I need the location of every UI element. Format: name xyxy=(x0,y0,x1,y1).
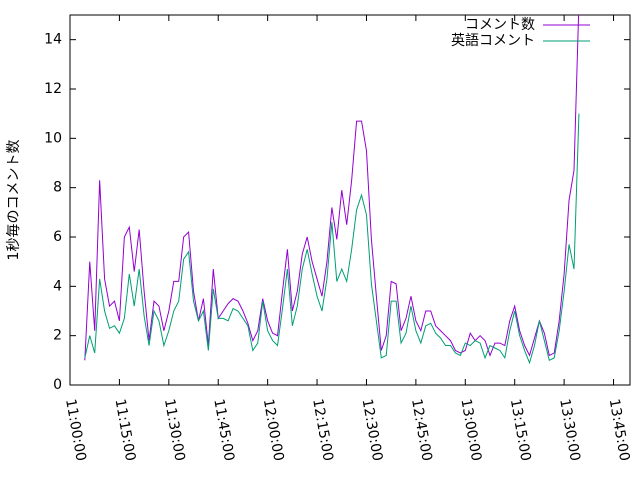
x-tick-label: 12:45:00 xyxy=(408,398,435,463)
x-tick-label: 13:00:00 xyxy=(457,398,484,463)
y-tick-label: 14 xyxy=(44,32,62,48)
y-axis-label: 1秒毎のコメント数 xyxy=(6,140,22,261)
plot-area xyxy=(84,15,580,365)
x-tick-label: 12:15:00 xyxy=(309,398,336,463)
y-tick-label: 10 xyxy=(44,130,62,146)
data-line xyxy=(84,113,580,365)
x-tick-label: 13:15:00 xyxy=(507,398,534,463)
data-line xyxy=(84,15,580,361)
x-tick-label: 11:30:00 xyxy=(161,398,188,463)
legend-label: コメント数 xyxy=(465,17,535,33)
y-tick-label: 8 xyxy=(53,180,62,196)
y-tick-label: 6 xyxy=(53,229,62,245)
x-tick-label: 12:30:00 xyxy=(359,398,386,463)
y-tick-label: 4 xyxy=(53,278,62,294)
y-tick-label: 0 xyxy=(53,377,62,393)
legend-label: 英語コメント xyxy=(451,32,535,49)
y-tick-label: 12 xyxy=(44,81,62,97)
x-tick-label: 12:00:00 xyxy=(260,398,287,463)
x-tick-label: 11:15:00 xyxy=(112,398,139,463)
y-tick-label: 2 xyxy=(53,328,62,344)
x-tick-label: 13:30:00 xyxy=(556,398,583,463)
x-tick-label: 13:45:00 xyxy=(606,398,633,463)
x-tick-label: 11:00:00 xyxy=(62,398,89,463)
x-tick-label: 11:45:00 xyxy=(210,398,237,463)
plot-border xyxy=(69,14,631,386)
